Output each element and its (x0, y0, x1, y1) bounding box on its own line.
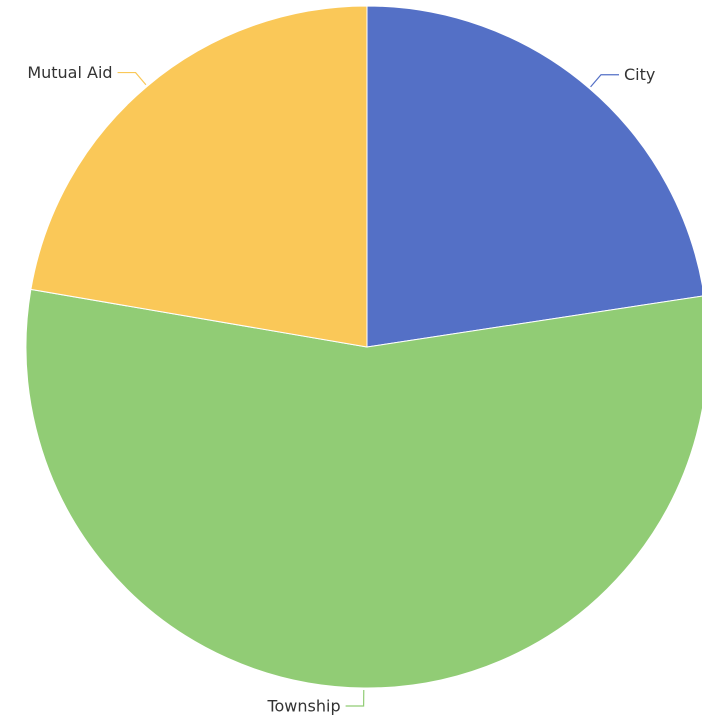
leader-line-mutual-aid (117, 71, 147, 86)
pie-slice-township[interactable] (25, 288, 702, 689)
leader-line-township (345, 689, 365, 707)
labels-layer: City Township Mutual Aid (27, 63, 655, 715)
leader-line-city (590, 74, 620, 88)
pie-slice-city[interactable] (366, 5, 702, 348)
pie-slice-mutual-aid[interactable] (30, 5, 368, 348)
slices-layer (25, 5, 702, 689)
slice-label-township: Township (266, 696, 340, 715)
slice-label-city: City (624, 65, 655, 84)
slice-label-mutual-aid: Mutual Aid (27, 63, 112, 82)
